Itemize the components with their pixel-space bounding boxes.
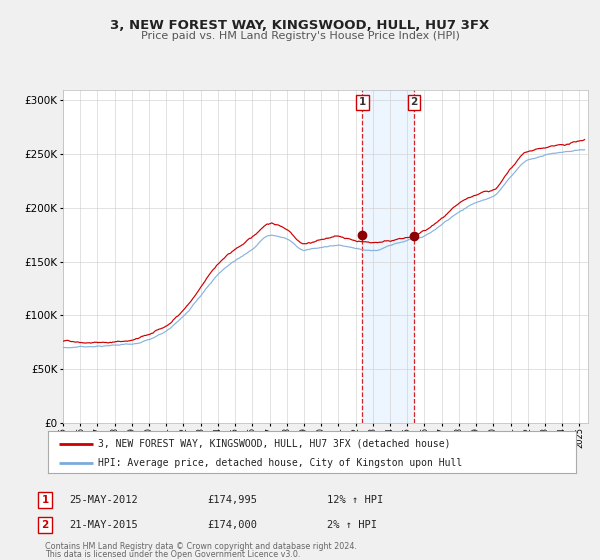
- Text: 1: 1: [41, 495, 49, 505]
- Text: 2: 2: [41, 520, 49, 530]
- Text: £174,000: £174,000: [207, 520, 257, 530]
- Text: 1: 1: [359, 97, 366, 108]
- Text: 12% ↑ HPI: 12% ↑ HPI: [327, 495, 383, 505]
- Text: Contains HM Land Registry data © Crown copyright and database right 2024.: Contains HM Land Registry data © Crown c…: [45, 542, 357, 551]
- Text: HPI: Average price, detached house, City of Kingston upon Hull: HPI: Average price, detached house, City…: [98, 458, 463, 468]
- Text: 3, NEW FOREST WAY, KINGSWOOD, HULL, HU7 3FX (detached house): 3, NEW FOREST WAY, KINGSWOOD, HULL, HU7 …: [98, 439, 451, 449]
- Text: 3, NEW FOREST WAY, KINGSWOOD, HULL, HU7 3FX: 3, NEW FOREST WAY, KINGSWOOD, HULL, HU7 …: [110, 18, 490, 32]
- Text: This data is licensed under the Open Government Licence v3.0.: This data is licensed under the Open Gov…: [45, 550, 301, 559]
- Text: Price paid vs. HM Land Registry's House Price Index (HPI): Price paid vs. HM Land Registry's House …: [140, 31, 460, 41]
- Text: £174,995: £174,995: [207, 495, 257, 505]
- Text: 2: 2: [410, 97, 418, 108]
- Bar: [362, 90, 414, 423]
- Text: 25-MAY-2012: 25-MAY-2012: [69, 495, 138, 505]
- Text: 21-MAY-2015: 21-MAY-2015: [69, 520, 138, 530]
- Text: 2% ↑ HPI: 2% ↑ HPI: [327, 520, 377, 530]
